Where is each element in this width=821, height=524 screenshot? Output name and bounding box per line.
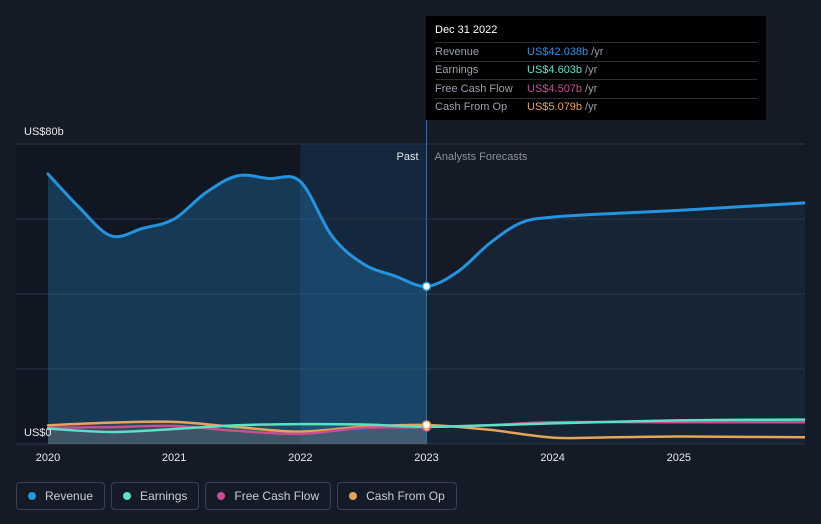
legend-label: Earnings bbox=[140, 489, 188, 503]
tooltip-label: Cash From Op bbox=[435, 101, 508, 114]
legend-label: Cash From Op bbox=[366, 489, 445, 503]
legend-item-earnings[interactable]: Earnings bbox=[111, 482, 200, 510]
legend: Revenue Earnings Free Cash Flow Cash Fro… bbox=[16, 482, 457, 512]
chart-labels: US$80b US$0 Past Analysts Forecasts 2020 2021… bbox=[24, 126, 691, 464]
legend-item-fcf[interactable]: Free Cash Flow bbox=[205, 482, 332, 510]
x-tick-label: 2022 bbox=[288, 452, 312, 464]
legend-dot-icon bbox=[217, 492, 226, 500]
legend-item-revenue[interactable]: Revenue bbox=[16, 482, 106, 510]
tooltip-label: Earnings bbox=[435, 64, 479, 77]
x-tick-label: 2025 bbox=[667, 452, 691, 464]
forecast-label: Analysts Forecasts bbox=[435, 151, 528, 163]
x-tick-label: 2024 bbox=[540, 452, 564, 464]
tooltip-value: US$42.038b bbox=[527, 45, 589, 58]
tooltip-unit: /yr bbox=[585, 82, 598, 95]
legend-item-cfo[interactable]: Cash From Op bbox=[337, 482, 457, 510]
tooltip-unit: /yr bbox=[585, 101, 598, 114]
tooltip-value: US$4.507b bbox=[527, 82, 583, 95]
chart-series bbox=[46, 120, 805, 444]
legend-dot-icon bbox=[349, 492, 358, 500]
legend-label: Revenue bbox=[45, 489, 94, 503]
tooltip-row-cfo: Cash From Op US$5.079b /yr bbox=[435, 97, 757, 117]
chart-gridlines bbox=[16, 143, 805, 445]
tooltip-label: Revenue bbox=[435, 45, 480, 58]
y-axis-bottom-label: US$0 bbox=[24, 427, 52, 439]
tooltip-unit: /yr bbox=[585, 64, 598, 77]
x-tick-label: 2021 bbox=[162, 452, 186, 464]
tooltip-value: US$5.079b bbox=[527, 101, 583, 114]
series-area-revenue bbox=[48, 174, 427, 444]
tooltip-label: Free Cash Flow bbox=[435, 82, 513, 95]
marker-cfo bbox=[421, 420, 432, 430]
tooltip-row-earnings: Earnings US$4.603b /yr bbox=[435, 60, 757, 80]
series-line-earnings bbox=[46, 418, 805, 434]
tooltip-row-fcf: Free Cash Flow US$4.507b /yr bbox=[435, 79, 757, 98]
tooltip-date: Dec 31 2022 bbox=[435, 24, 498, 36]
past-label: Past bbox=[396, 151, 418, 163]
legend-dot-icon bbox=[123, 492, 132, 500]
x-tick-label: 2023 bbox=[414, 452, 438, 464]
y-axis-top-label: US$80b bbox=[24, 126, 64, 138]
tooltip: Dec 31 2022 Revenue US$42.038b /yr Earni… bbox=[426, 16, 766, 120]
legend-dot-icon bbox=[28, 492, 36, 500]
marker-revenue bbox=[421, 281, 432, 292]
tooltip-value: US$4.603b bbox=[527, 64, 583, 77]
x-tick-label: 2020 bbox=[36, 452, 60, 464]
tooltip-row-revenue: Revenue US$42.038b /yr bbox=[435, 42, 757, 61]
tooltip-unit: /yr bbox=[591, 45, 604, 58]
legend-label: Free Cash Flow bbox=[234, 489, 320, 503]
series-line-revenue bbox=[46, 172, 805, 288]
